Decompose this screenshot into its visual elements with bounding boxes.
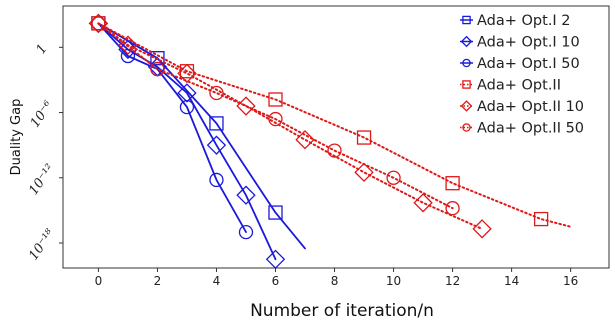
legend-item: Ada+ Opt.II 10 — [460, 99, 584, 115]
data-point-diamond — [295, 130, 315, 150]
x-tick-label: 6 — [272, 274, 280, 288]
x-tick-label: 8 — [331, 274, 339, 288]
data-point-diamond — [354, 162, 374, 183]
x-tick-label: 0 — [95, 274, 103, 288]
legend-label: Ada+ Opt.II — [477, 78, 561, 94]
y-tick-label: 10⁻¹⁸ — [26, 226, 58, 263]
legend-label: Ada+ Opt.I 2 — [477, 13, 571, 29]
data-point-square — [209, 116, 224, 131]
series-line — [97, 22, 572, 228]
data-point-circle — [445, 201, 460, 216]
y-tick-label: 1 — [34, 42, 51, 57]
series-ada-opt-ii-50 — [91, 16, 460, 216]
legend-label: Ada+ Opt.I 10 — [477, 35, 580, 51]
data-point-diamond — [206, 135, 227, 155]
data-point-circle — [179, 99, 195, 115]
series-line — [97, 22, 247, 234]
data-point-circle — [120, 48, 136, 64]
x-axis-label: Number of iteration/n — [250, 301, 434, 321]
y-axis-label: Duality Gap — [9, 99, 24, 176]
y-tick-label: 10⁻¹² — [26, 162, 58, 198]
data-point-diamond — [236, 185, 256, 205]
data-point-diamond — [118, 35, 138, 55]
x-tick-label: 12 — [445, 274, 460, 288]
data-point-square — [356, 130, 372, 145]
legend-item: Ada+ Opt.II 50 — [460, 121, 584, 137]
y-tick-label: 10⁻⁶ — [28, 99, 57, 131]
x-tick-label: 10 — [386, 274, 401, 288]
data-point-square — [268, 205, 283, 220]
data-point-circle — [238, 224, 254, 240]
legend: Ada+ Opt.I 2 Ada+ Opt.I 10 Ada+ Opt.I 50 Ad… — [460, 13, 584, 137]
legend-marker-diamond — [460, 35, 473, 48]
y-tick-labels: 1 10⁻⁶ 10⁻¹² 10⁻¹⁸ — [26, 42, 58, 264]
data-point-circle — [327, 143, 342, 158]
x-tick-label: 2 — [154, 274, 162, 288]
data-point-diamond — [472, 219, 492, 239]
series-line — [97, 22, 484, 230]
data-point-circle — [209, 85, 224, 101]
legend-item: Ada+ Opt.I 50 — [460, 56, 580, 72]
data-point-square — [533, 211, 549, 227]
legend-marker-square — [462, 80, 471, 89]
legend-item: Ada+ Opt.I 10 — [460, 35, 580, 51]
data-point-circle — [386, 170, 401, 185]
data-point-diamond — [413, 193, 433, 213]
legend-marker-circle — [462, 123, 471, 132]
data-point-circle — [268, 111, 283, 127]
plot-frame — [62, 5, 610, 269]
data-point-diamond — [177, 63, 197, 84]
legend-label: Ada+ Opt.II 50 — [477, 121, 584, 137]
data-point-square — [268, 92, 283, 107]
legend-label: Ada+ Opt.I 50 — [477, 56, 580, 72]
series-ada-opt-ii — [91, 16, 572, 228]
x-tick-label: 14 — [504, 274, 519, 288]
x-tick-label: 16 — [563, 274, 578, 288]
legend-item: Ada+ Opt.II — [460, 78, 561, 94]
data-point-diamond — [265, 249, 286, 269]
legend-item: Ada+ Opt.I 2 — [460, 13, 571, 29]
tick-marks — [59, 46, 572, 272]
legend-marker-diamond — [460, 100, 473, 112]
legend-marker-circle — [462, 58, 471, 68]
x-tick-labels: 0 2 4 6 8 10 12 14 16 — [95, 274, 579, 288]
data-point-diamond — [177, 83, 197, 103]
data-point-circle — [150, 61, 165, 77]
series-line — [97, 22, 306, 250]
legend-marker-square — [462, 15, 471, 25]
series-group — [88, 13, 572, 269]
data-point-diamond — [118, 39, 138, 60]
data-point-circle — [91, 16, 106, 31]
legend-label: Ada+ Opt.II 10 — [477, 99, 584, 115]
data-point-circle — [209, 172, 224, 188]
x-tick-label: 4 — [213, 274, 221, 288]
series-line — [97, 22, 454, 210]
data-point-square — [445, 176, 460, 191]
